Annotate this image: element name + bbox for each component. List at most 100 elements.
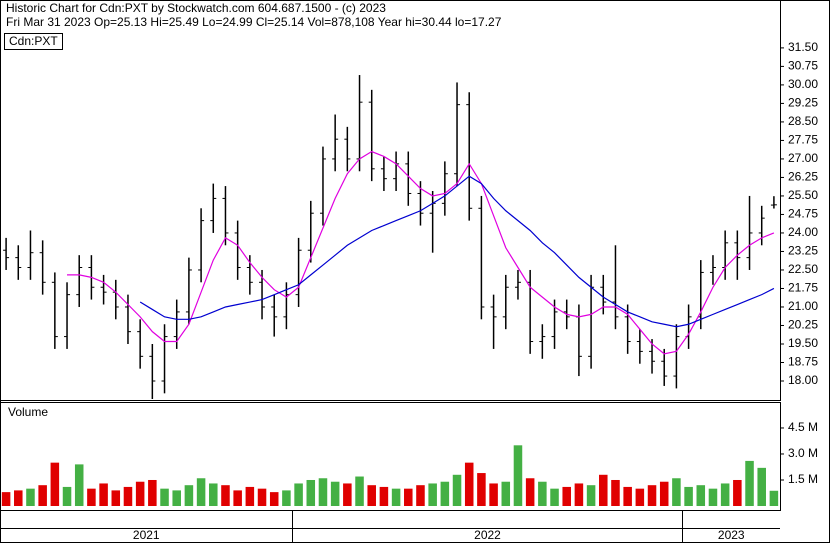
volume-bar [184, 485, 194, 506]
volume-bar [513, 445, 523, 506]
x-tick-label: 2023 [718, 528, 745, 542]
y-tick-label: 4.5 M [788, 420, 818, 434]
y-tick-label: 22.50 [788, 262, 818, 276]
volume-bar [623, 486, 632, 506]
volume-bar [282, 490, 291, 506]
volume-bar [757, 467, 766, 506]
legend-box [4, 33, 63, 50]
volume-bar [550, 488, 559, 506]
volume-bar [464, 462, 474, 506]
y-tick-label: 24.75 [788, 207, 818, 221]
volume-bar [647, 485, 657, 506]
volume-bar [659, 481, 669, 506]
y-tick-label: 27.00 [788, 151, 818, 165]
volume-bar [172, 490, 181, 506]
volume-bar [87, 488, 96, 506]
volume-bar [343, 483, 352, 506]
volume-bar [440, 481, 450, 506]
volume-bar [672, 478, 681, 506]
volume-bar [745, 460, 754, 506]
volume-bar [635, 488, 645, 506]
volume-bar [221, 485, 230, 506]
volume-bar [99, 483, 108, 506]
volume-bar [330, 481, 340, 506]
volume-bar [599, 474, 608, 506]
volume-bar [135, 481, 145, 506]
y-tick-label: 21.00 [788, 299, 818, 313]
volume-bar [404, 488, 413, 506]
volume-bar [574, 483, 584, 506]
y-tick-label: 27.75 [788, 133, 818, 147]
volume-title: Volume [8, 405, 48, 419]
volume-bar [62, 486, 72, 506]
chart-title: Historic Chart for Cdn:PXT by Stockwatch… [6, 1, 386, 15]
volume-bar [111, 490, 121, 506]
volume-bar [269, 492, 279, 506]
volume-bar [233, 490, 242, 506]
volume-bar [14, 490, 23, 506]
volume-bar [684, 486, 693, 506]
y-tick-label: 19.50 [788, 336, 818, 350]
y-tick-label: 29.25 [788, 96, 818, 110]
y-tick-label: 30.75 [788, 59, 818, 73]
volume-bar [696, 485, 706, 506]
volume-bar [123, 486, 133, 506]
volume-bar [50, 462, 60, 506]
volume-bar [489, 483, 498, 506]
price-panel [0, 0, 781, 401]
volume-bar [769, 490, 779, 506]
volume-bar [501, 481, 511, 506]
y-tick-label: 20.25 [788, 318, 818, 332]
volume-bar [306, 479, 316, 506]
volume-bar [428, 483, 437, 506]
volume-bar [379, 486, 389, 506]
y-tick-label: 25.50 [788, 188, 818, 202]
volume-bar [525, 478, 535, 506]
volume-bar [733, 479, 742, 506]
volume-bar [1, 492, 11, 506]
volume-bar [148, 479, 157, 506]
x-tick-label: 2021 [133, 528, 160, 542]
volume-bar [391, 488, 401, 506]
volume-bar [26, 488, 35, 506]
moving-average [139, 175, 775, 328]
legend-label: Cdn:PXT [9, 34, 58, 48]
moving-average [67, 150, 775, 355]
y-tick-label: 28.50 [788, 114, 818, 128]
volume-bar [586, 485, 596, 506]
y-tick-label: 31.50 [788, 40, 818, 54]
y-tick-label: 24.00 [788, 225, 818, 239]
volume-bar [477, 473, 486, 506]
volume-bar [720, 483, 730, 506]
volume-bar [538, 481, 547, 506]
volume-bar [708, 488, 718, 506]
volume-bar [38, 485, 47, 506]
volume-bar [245, 486, 255, 506]
volume-bar [160, 488, 169, 506]
volume-bar [367, 485, 376, 506]
volume-bar [355, 476, 364, 506]
volume-panel [0, 402, 781, 511]
volume-bar [196, 478, 206, 506]
chart-subtitle: Fri Mar 31 2023 Op=25.13 Hi=25.49 Lo=24.… [6, 15, 502, 29]
volume-bar [452, 474, 462, 506]
y-tick-label: 18.75 [788, 355, 818, 369]
y-tick-label: 26.25 [788, 170, 818, 184]
volume-bar [294, 483, 303, 506]
y-tick-label: 18.00 [788, 373, 818, 387]
volume-bar [209, 483, 218, 506]
y-tick-label: 23.25 [788, 244, 818, 258]
y-tick-label: 30.00 [788, 77, 818, 91]
volume-bar [318, 478, 328, 506]
x-tick-label: 2022 [474, 528, 501, 542]
y-tick-label: 1.5 M [788, 472, 818, 486]
volume-bar [74, 464, 84, 506]
y-tick-label: 3.0 M [788, 446, 818, 460]
volume-bar [562, 486, 571, 506]
volume-bar [611, 479, 620, 506]
volume-bar [416, 485, 425, 506]
y-tick-label: 21.75 [788, 281, 818, 295]
volume-bar [257, 488, 267, 506]
